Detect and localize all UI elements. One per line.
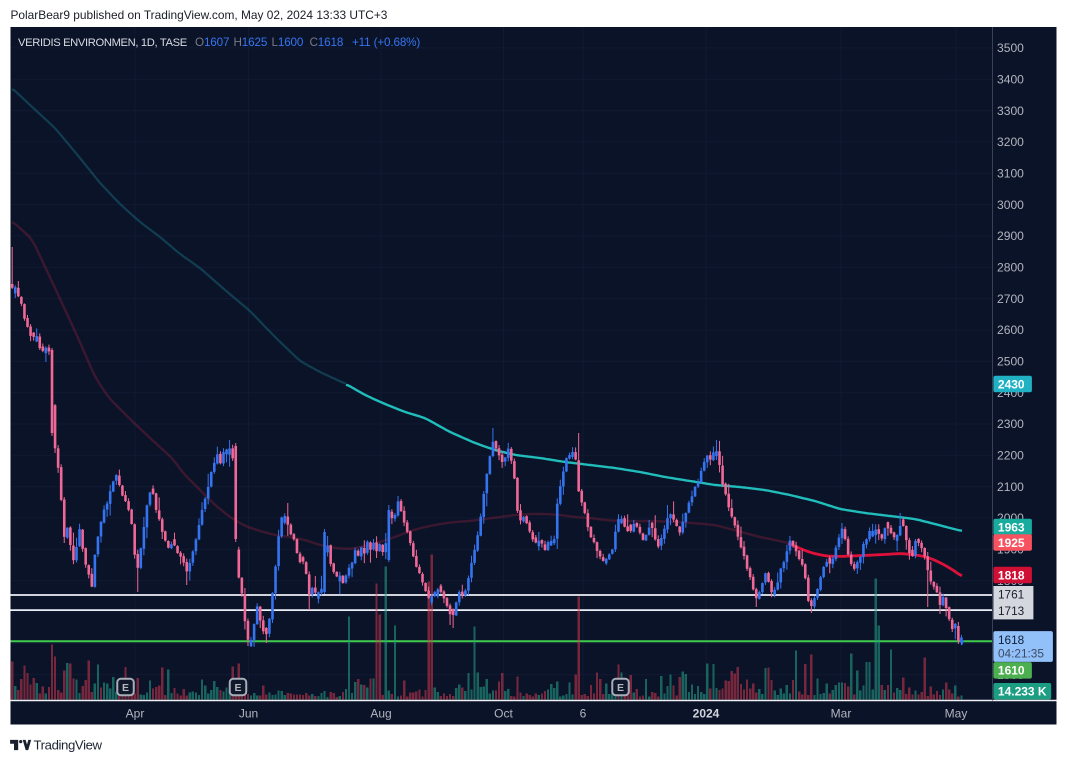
svg-text:VERIDIS ENVIRONMEN, 1D, TASE: VERIDIS ENVIRONMEN, 1D, TASE xyxy=(18,37,187,49)
svg-text:3500: 3500 xyxy=(997,41,1024,55)
svg-text:1618: 1618 xyxy=(998,633,1025,647)
svg-text:May: May xyxy=(945,706,968,720)
svg-text:1925: 1925 xyxy=(998,536,1025,550)
svg-text:2300: 2300 xyxy=(997,417,1024,431)
svg-text:C1618: C1618 xyxy=(310,36,344,49)
svg-text:2800: 2800 xyxy=(997,261,1024,275)
svg-text:2024: 2024 xyxy=(693,706,720,720)
svg-text:3100: 3100 xyxy=(997,167,1024,181)
svg-text:Aug: Aug xyxy=(370,706,391,720)
svg-text:E: E xyxy=(234,682,241,694)
svg-text:E: E xyxy=(122,682,129,694)
svg-text:3400: 3400 xyxy=(997,72,1024,86)
svg-text:3300: 3300 xyxy=(997,104,1024,118)
svg-text:1818: 1818 xyxy=(998,568,1025,582)
svg-text:Oct: Oct xyxy=(494,706,513,720)
svg-text:2700: 2700 xyxy=(997,292,1024,306)
svg-text:PolarBear9 published on Tradin: PolarBear9 published on TradingView.com,… xyxy=(11,8,388,22)
svg-text:Apr: Apr xyxy=(126,706,145,720)
svg-text:2900: 2900 xyxy=(997,229,1024,243)
svg-text:1713: 1713 xyxy=(998,604,1025,618)
svg-text:TradingView: TradingView xyxy=(34,738,103,753)
svg-text:3000: 3000 xyxy=(997,198,1024,212)
svg-text:2600: 2600 xyxy=(997,323,1024,337)
svg-text:2100: 2100 xyxy=(997,480,1024,494)
svg-text:1963: 1963 xyxy=(998,520,1025,534)
svg-text:E: E xyxy=(617,682,624,694)
svg-text:H1625: H1625 xyxy=(234,36,268,49)
svg-text:6: 6 xyxy=(580,706,587,720)
svg-text:04:21:35: 04:21:35 xyxy=(998,646,1044,660)
svg-text:+11 (+0.68%): +11 (+0.68%) xyxy=(352,36,420,49)
svg-text:O1607: O1607 xyxy=(195,36,229,49)
svg-text:Jun: Jun xyxy=(239,706,258,720)
svg-text:2500: 2500 xyxy=(997,355,1024,369)
svg-text:2430: 2430 xyxy=(998,377,1025,391)
svg-text:Mar: Mar xyxy=(831,706,852,720)
svg-text:1610: 1610 xyxy=(998,664,1025,678)
svg-text:14.233 K: 14.233 K xyxy=(998,685,1047,699)
svg-text:1761: 1761 xyxy=(998,588,1024,602)
svg-text:3200: 3200 xyxy=(997,135,1024,149)
svg-text:L1600: L1600 xyxy=(272,36,304,49)
svg-text:2200: 2200 xyxy=(997,449,1024,463)
